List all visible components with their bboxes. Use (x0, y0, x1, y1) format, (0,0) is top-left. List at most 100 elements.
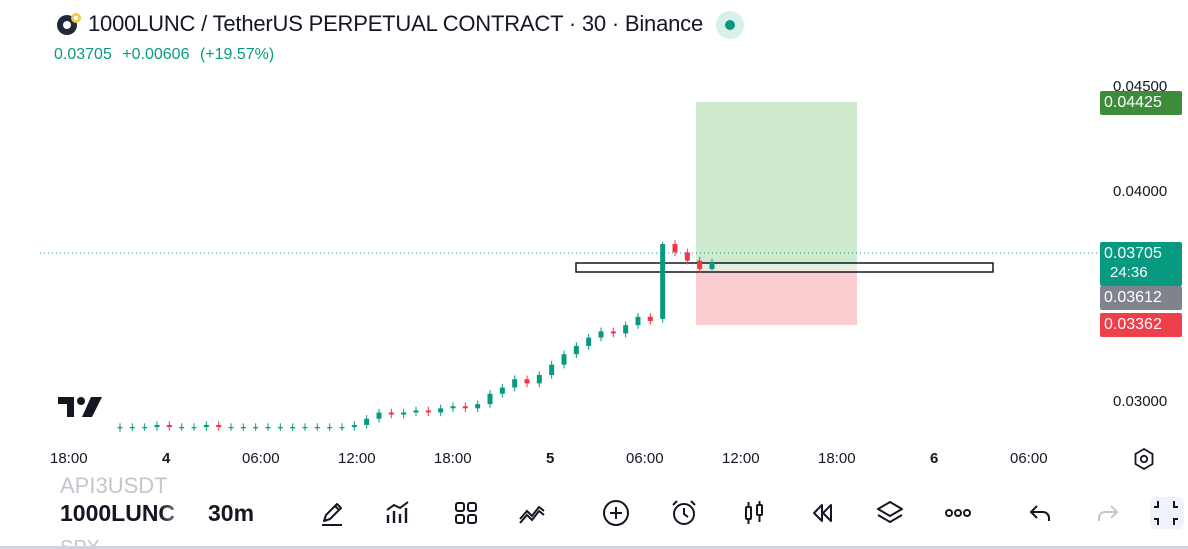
price-tick-1: 0.04000 (1113, 183, 1168, 200)
profit-zone[interactable] (696, 102, 857, 270)
time-label-0: 18:00 (50, 450, 88, 467)
candle-body (191, 427, 197, 429)
candles-group (117, 240, 715, 432)
time-label-5: 5 (546, 450, 555, 467)
candle-body (561, 354, 567, 365)
candle-body (647, 316, 653, 321)
indicators-icon[interactable] (382, 497, 414, 529)
candle-body (499, 387, 505, 394)
candle-body (364, 418, 370, 425)
candle-body (376, 412, 382, 419)
current-price-value: 0.03705 (1104, 245, 1162, 262)
time-label-10: 06:00 (1010, 450, 1048, 467)
time-label-9: 6 (930, 450, 939, 467)
candle-body (623, 325, 629, 334)
lunc-coin-icon[interactable] (56, 11, 82, 37)
candle-body (302, 427, 308, 429)
candle-body (290, 427, 296, 429)
add-icon[interactable] (600, 497, 632, 529)
candle-body (142, 427, 148, 429)
bottom-toolbar (0, 476, 1188, 549)
loss-zone[interactable] (696, 270, 857, 325)
entry-price-tag: 0.03612 (1100, 286, 1182, 310)
time-label-4: 18:00 (434, 450, 472, 467)
candle-body (598, 331, 604, 338)
axis-settings-icon[interactable] (1132, 447, 1156, 471)
price-tick-0: 0.04500 (1113, 78, 1168, 95)
candle-body (154, 424, 160, 428)
candle-body (536, 375, 542, 384)
candle-body (129, 427, 135, 429)
candle-body (203, 424, 209, 428)
target-price-tag: 0.04425 (1100, 91, 1182, 115)
time-label-3: 12:00 (338, 450, 376, 467)
candle-body (166, 424, 172, 428)
time-label-7: 12:00 (722, 450, 760, 467)
candle-body (462, 406, 468, 409)
candle-body (586, 337, 592, 346)
toolbar-symbol-button[interactable]: 1000LUNC (60, 500, 176, 526)
candle-body (277, 427, 283, 429)
candle-body (450, 406, 456, 409)
candle-body (216, 424, 222, 428)
time-label-2: 06:00 (242, 450, 280, 467)
candle-body (549, 364, 555, 376)
candle-body (413, 410, 419, 413)
time-label-1: 4 (162, 450, 171, 467)
fullscreen-icon[interactable] (1150, 497, 1184, 529)
candle-body (228, 427, 234, 429)
candle-body (117, 427, 123, 429)
candle-body (314, 427, 320, 429)
candle-body (487, 393, 493, 405)
alert-icon[interactable] (668, 497, 700, 529)
price-change: +0.00606 (122, 46, 190, 63)
candle-body (438, 408, 444, 413)
candle-body (240, 427, 246, 429)
candle-body (660, 244, 666, 319)
chart-title[interactable]: 1000LUNC / TetherUS PERPETUAL CONTRACT ·… (88, 11, 704, 36)
layers-icon[interactable] (874, 497, 906, 529)
candle-body (475, 404, 481, 409)
candle-body (401, 412, 407, 415)
candle-body (573, 345, 579, 355)
replay-icon[interactable] (806, 497, 838, 529)
candle-body (697, 260, 703, 269)
candle-body (179, 427, 185, 429)
candle-body (388, 412, 394, 415)
candle-body (327, 427, 333, 429)
candle-body (265, 427, 271, 429)
candle-body (610, 331, 616, 334)
candle-body (425, 410, 431, 413)
more-icon[interactable] (942, 497, 974, 529)
market-open-dot-icon (716, 11, 744, 39)
layout-grid-icon[interactable] (450, 497, 482, 529)
candle-body (339, 427, 345, 429)
undo-icon[interactable] (1024, 497, 1056, 529)
candle-body (684, 252, 690, 261)
candle-body (709, 262, 715, 269)
candle-body (524, 379, 530, 384)
bar-countdown: 24:36 (1110, 264, 1148, 281)
compare-icon[interactable] (516, 497, 548, 529)
time-label-6: 06:00 (626, 450, 664, 467)
chart-type-icon[interactable] (738, 497, 770, 529)
candle-body (635, 316, 641, 326)
price-tick-2: 0.03000 (1113, 393, 1168, 410)
tradingview-logo[interactable] (58, 395, 104, 419)
price-summary: 0.03705 +0.00606 (+19.57%) (54, 46, 280, 64)
price-change-pct: (+19.57%) (199, 46, 275, 63)
time-label-8: 18:00 (818, 450, 856, 467)
current-price-tag: 0.03705 24:36 (1100, 242, 1182, 286)
draw-pen-icon[interactable] (316, 497, 348, 529)
toolbar-interval-button[interactable]: 30m (208, 500, 255, 526)
horizontal-zone[interactable] (575, 262, 994, 273)
candle-body (253, 427, 259, 429)
chart-header: 1000LUNC / TetherUS PERPETUAL CONTRACT ·… (0, 0, 1188, 70)
redo-icon[interactable] (1092, 497, 1124, 529)
stop-price-tag: 0.03362 (1100, 313, 1182, 337)
candlestick-chart[interactable] (0, 70, 1100, 446)
prev-symbol-ghost: API3USDT (60, 473, 168, 498)
candle-body (512, 379, 518, 388)
candle-body (672, 244, 678, 253)
candle-body (351, 424, 357, 428)
